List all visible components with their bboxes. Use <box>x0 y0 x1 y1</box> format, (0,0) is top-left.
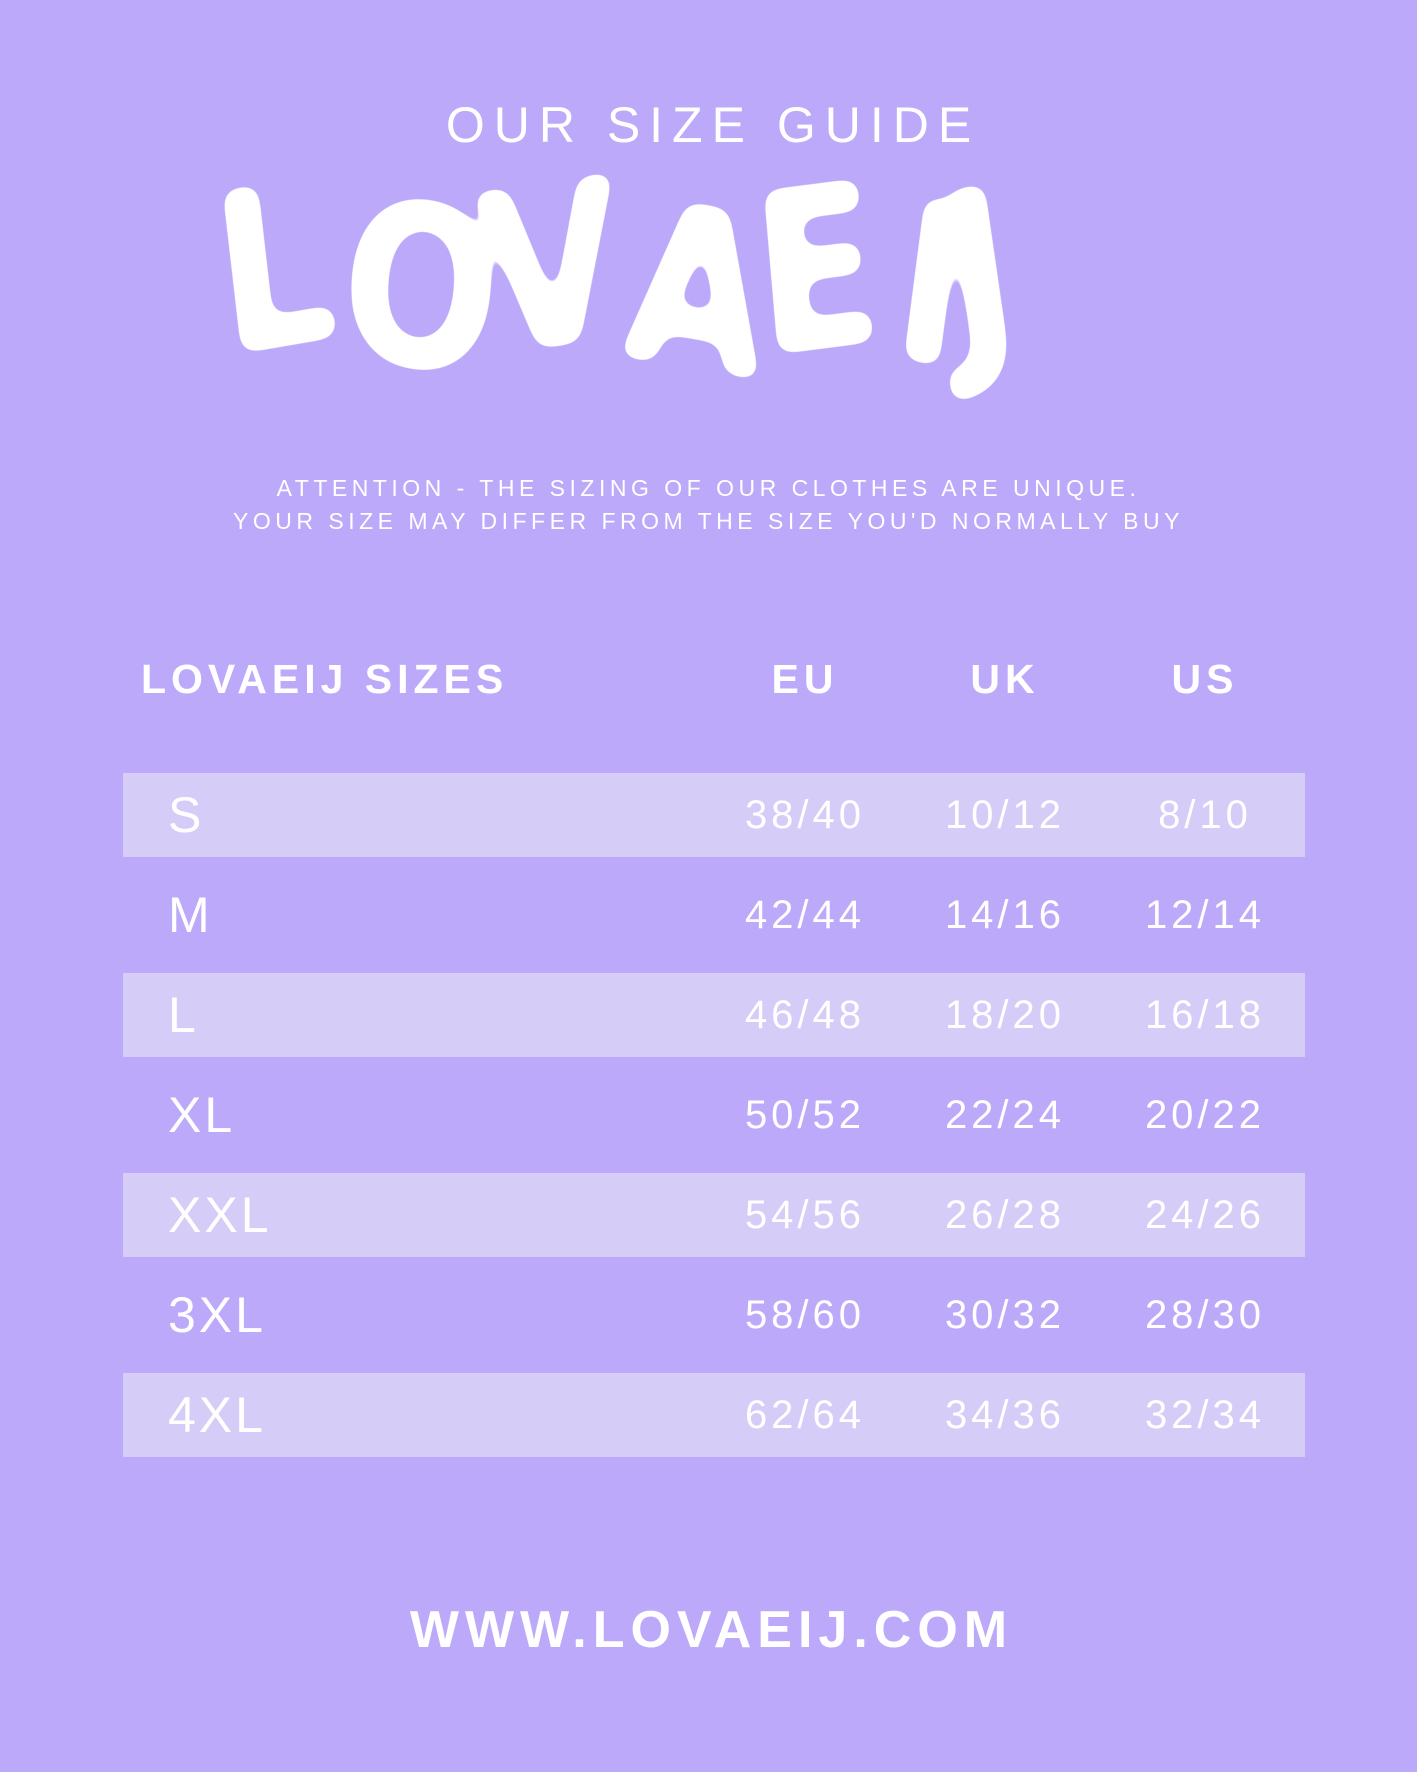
us-value: 16/18 <box>1144 992 1266 1037</box>
uk-value: 34/36 <box>944 1392 1066 1437</box>
eu-value: 58/60 <box>744 1292 866 1337</box>
header-cell-uk: UK <box>970 656 1040 702</box>
eu-value: 42/44 <box>744 892 866 937</box>
us-value: 24/26 <box>1144 1192 1266 1237</box>
brand-logo-graphic: LOVAEIJ <box>205 146 1033 411</box>
us-value: 32/34 <box>1144 1392 1266 1437</box>
size-label: 4XL <box>168 1387 266 1443</box>
table-row: XL 50/52 22/24 20/22 <box>123 1073 1305 1157</box>
eu-value: 62/64 <box>744 1392 866 1437</box>
uk-value: 30/32 <box>944 1292 1066 1337</box>
size-label: S <box>168 787 205 843</box>
us-value: 28/30 <box>1144 1292 1266 1337</box>
uk-value: 18/20 <box>944 992 1066 1037</box>
uk-value: 26/28 <box>944 1192 1066 1237</box>
eu-value: 46/48 <box>744 992 866 1037</box>
us-value: 12/14 <box>1144 892 1266 937</box>
eu-value: 54/56 <box>744 1192 866 1237</box>
table-row: 3XL 58/60 30/32 28/30 <box>123 1273 1305 1357</box>
header-cell-eu: EU <box>771 656 839 702</box>
header-cell-sizes: LOVAEIJ SIZES <box>141 656 509 702</box>
page-title: OUR SIZE GUIDE <box>445 97 981 153</box>
attention-line-2: YOUR SIZE MAY DIFFER FROM THE SIZE YOU'D… <box>233 508 1184 534</box>
header-cell-us: US <box>1171 656 1239 702</box>
size-table: LOVAEIJ SIZES EU UK US S 38/40 10/12 8/1… <box>123 656 1305 1473</box>
size-label: XL <box>168 1087 236 1143</box>
brand-logo-text: LOVAEIJ <box>205 146 1033 411</box>
size-label: M <box>168 887 213 943</box>
table-row: XXL 54/56 26/28 24/26 <box>123 1173 1305 1257</box>
us-value: 20/22 <box>1144 1092 1266 1137</box>
uk-value: 10/12 <box>944 792 1066 837</box>
footer-url: WWW.LOVAEIJ.COM <box>409 1601 1014 1659</box>
size-label: L <box>168 987 199 1043</box>
size-label: 3XL <box>168 1287 266 1343</box>
table-row: S 38/40 10/12 8/10 <box>123 773 1305 857</box>
brand-logo: LOVAEIJ <box>205 146 1045 411</box>
uk-value: 22/24 <box>944 1092 1066 1137</box>
eu-value: 50/52 <box>744 1092 866 1137</box>
size-label: XXL <box>168 1187 272 1243</box>
table-row: 4XL 62/64 34/36 32/34 <box>123 1373 1305 1457</box>
table-row: M 42/44 14/16 12/14 <box>123 873 1305 957</box>
table-header: LOVAEIJ SIZES EU UK US <box>123 656 1305 702</box>
eu-value: 38/40 <box>744 792 866 837</box>
table-body: S 38/40 10/12 8/10 M 42/44 14/16 12/14 L… <box>123 773 1305 1457</box>
uk-value: 14/16 <box>944 892 1066 937</box>
us-value: 8/10 <box>1158 792 1252 837</box>
attention-line-1: ATTENTION - THE SIZING OF OUR CLOTHES AR… <box>276 475 1141 501</box>
table-row: L 46/48 18/20 16/18 <box>123 973 1305 1057</box>
attention-note: ATTENTION - THE SIZING OF OUR CLOTHES AR… <box>0 472 1417 538</box>
